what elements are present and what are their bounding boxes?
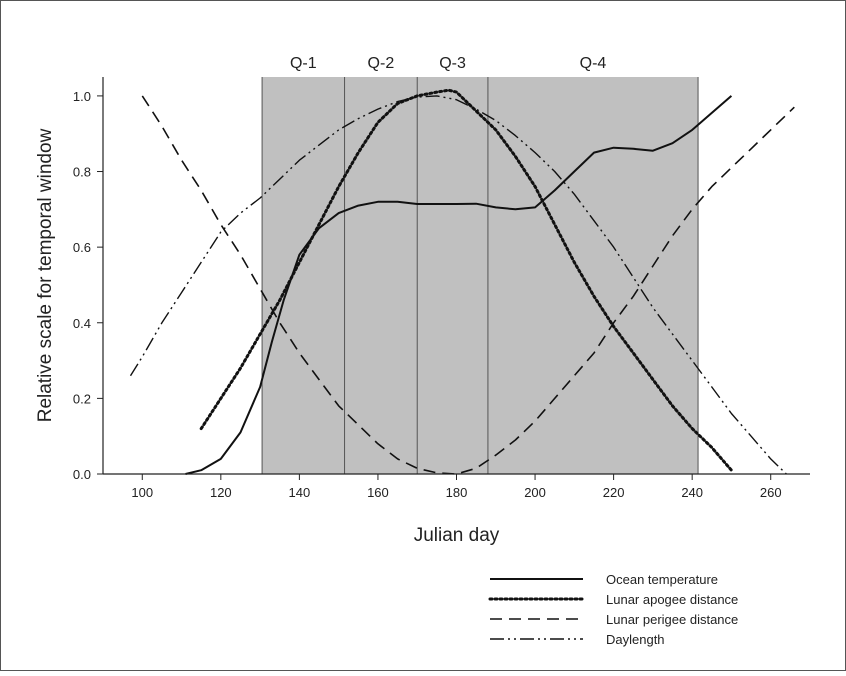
series-layer xyxy=(129,88,795,475)
quarter-shading-layer xyxy=(261,77,699,474)
quarter-label-2: Q-2 xyxy=(368,55,395,72)
x-tick-label: 200 xyxy=(524,485,546,500)
quarter-label-4: Q-4 xyxy=(580,55,607,72)
x-tick-label: 240 xyxy=(681,485,703,500)
x-tick-label: 100 xyxy=(131,485,153,500)
quarter-label-3: Q-3 xyxy=(439,55,466,72)
y-tick-label: 0.0 xyxy=(73,467,91,482)
label-layer: Julian day Relative scale for temporal w… xyxy=(35,55,606,546)
quarter-label-1: Q-1 xyxy=(290,55,317,72)
x-tick-label: 120 xyxy=(210,485,232,500)
series-line-lunar-apogee-distance xyxy=(199,88,733,472)
x-tick-label: 260 xyxy=(760,485,782,500)
y-tick-label: 0.6 xyxy=(73,240,91,255)
legend-label: Daylength xyxy=(606,632,665,647)
quarter-region-3 xyxy=(417,77,488,474)
quarter-region-4 xyxy=(487,77,699,474)
legend-label: Ocean temperature xyxy=(606,572,718,587)
quarter-region-2 xyxy=(344,77,418,474)
y-tick-label: 0.2 xyxy=(73,391,91,406)
x-axis-title: Julian day xyxy=(414,525,500,546)
y-tick-label: 0.8 xyxy=(73,165,91,180)
y-axis-title: Relative scale for temporal window xyxy=(35,128,56,422)
x-tick-label: 160 xyxy=(367,485,389,500)
series-line-lunar-perigee-distance xyxy=(141,95,795,475)
legend: Ocean temperature Lunar apogee distance Lu… xyxy=(488,572,738,647)
y-tick-label: 0.4 xyxy=(73,316,91,331)
series-line-ocean-temperature xyxy=(185,95,733,475)
x-tick-label: 140 xyxy=(289,485,311,500)
series-line-daylength xyxy=(129,95,787,475)
quarter-region-1 xyxy=(262,77,345,474)
legend-label: Lunar perigee distance xyxy=(606,612,738,627)
axis-layer: 100 120 140 160 180 200 220 240 260 0.0 0.2 0.4 0.6 0… xyxy=(73,77,810,500)
x-tick-label: 220 xyxy=(603,485,625,500)
y-tick-label: 1.0 xyxy=(73,89,91,104)
x-tick-label: 180 xyxy=(446,485,468,500)
legend-label: Lunar apogee distance xyxy=(606,592,738,607)
